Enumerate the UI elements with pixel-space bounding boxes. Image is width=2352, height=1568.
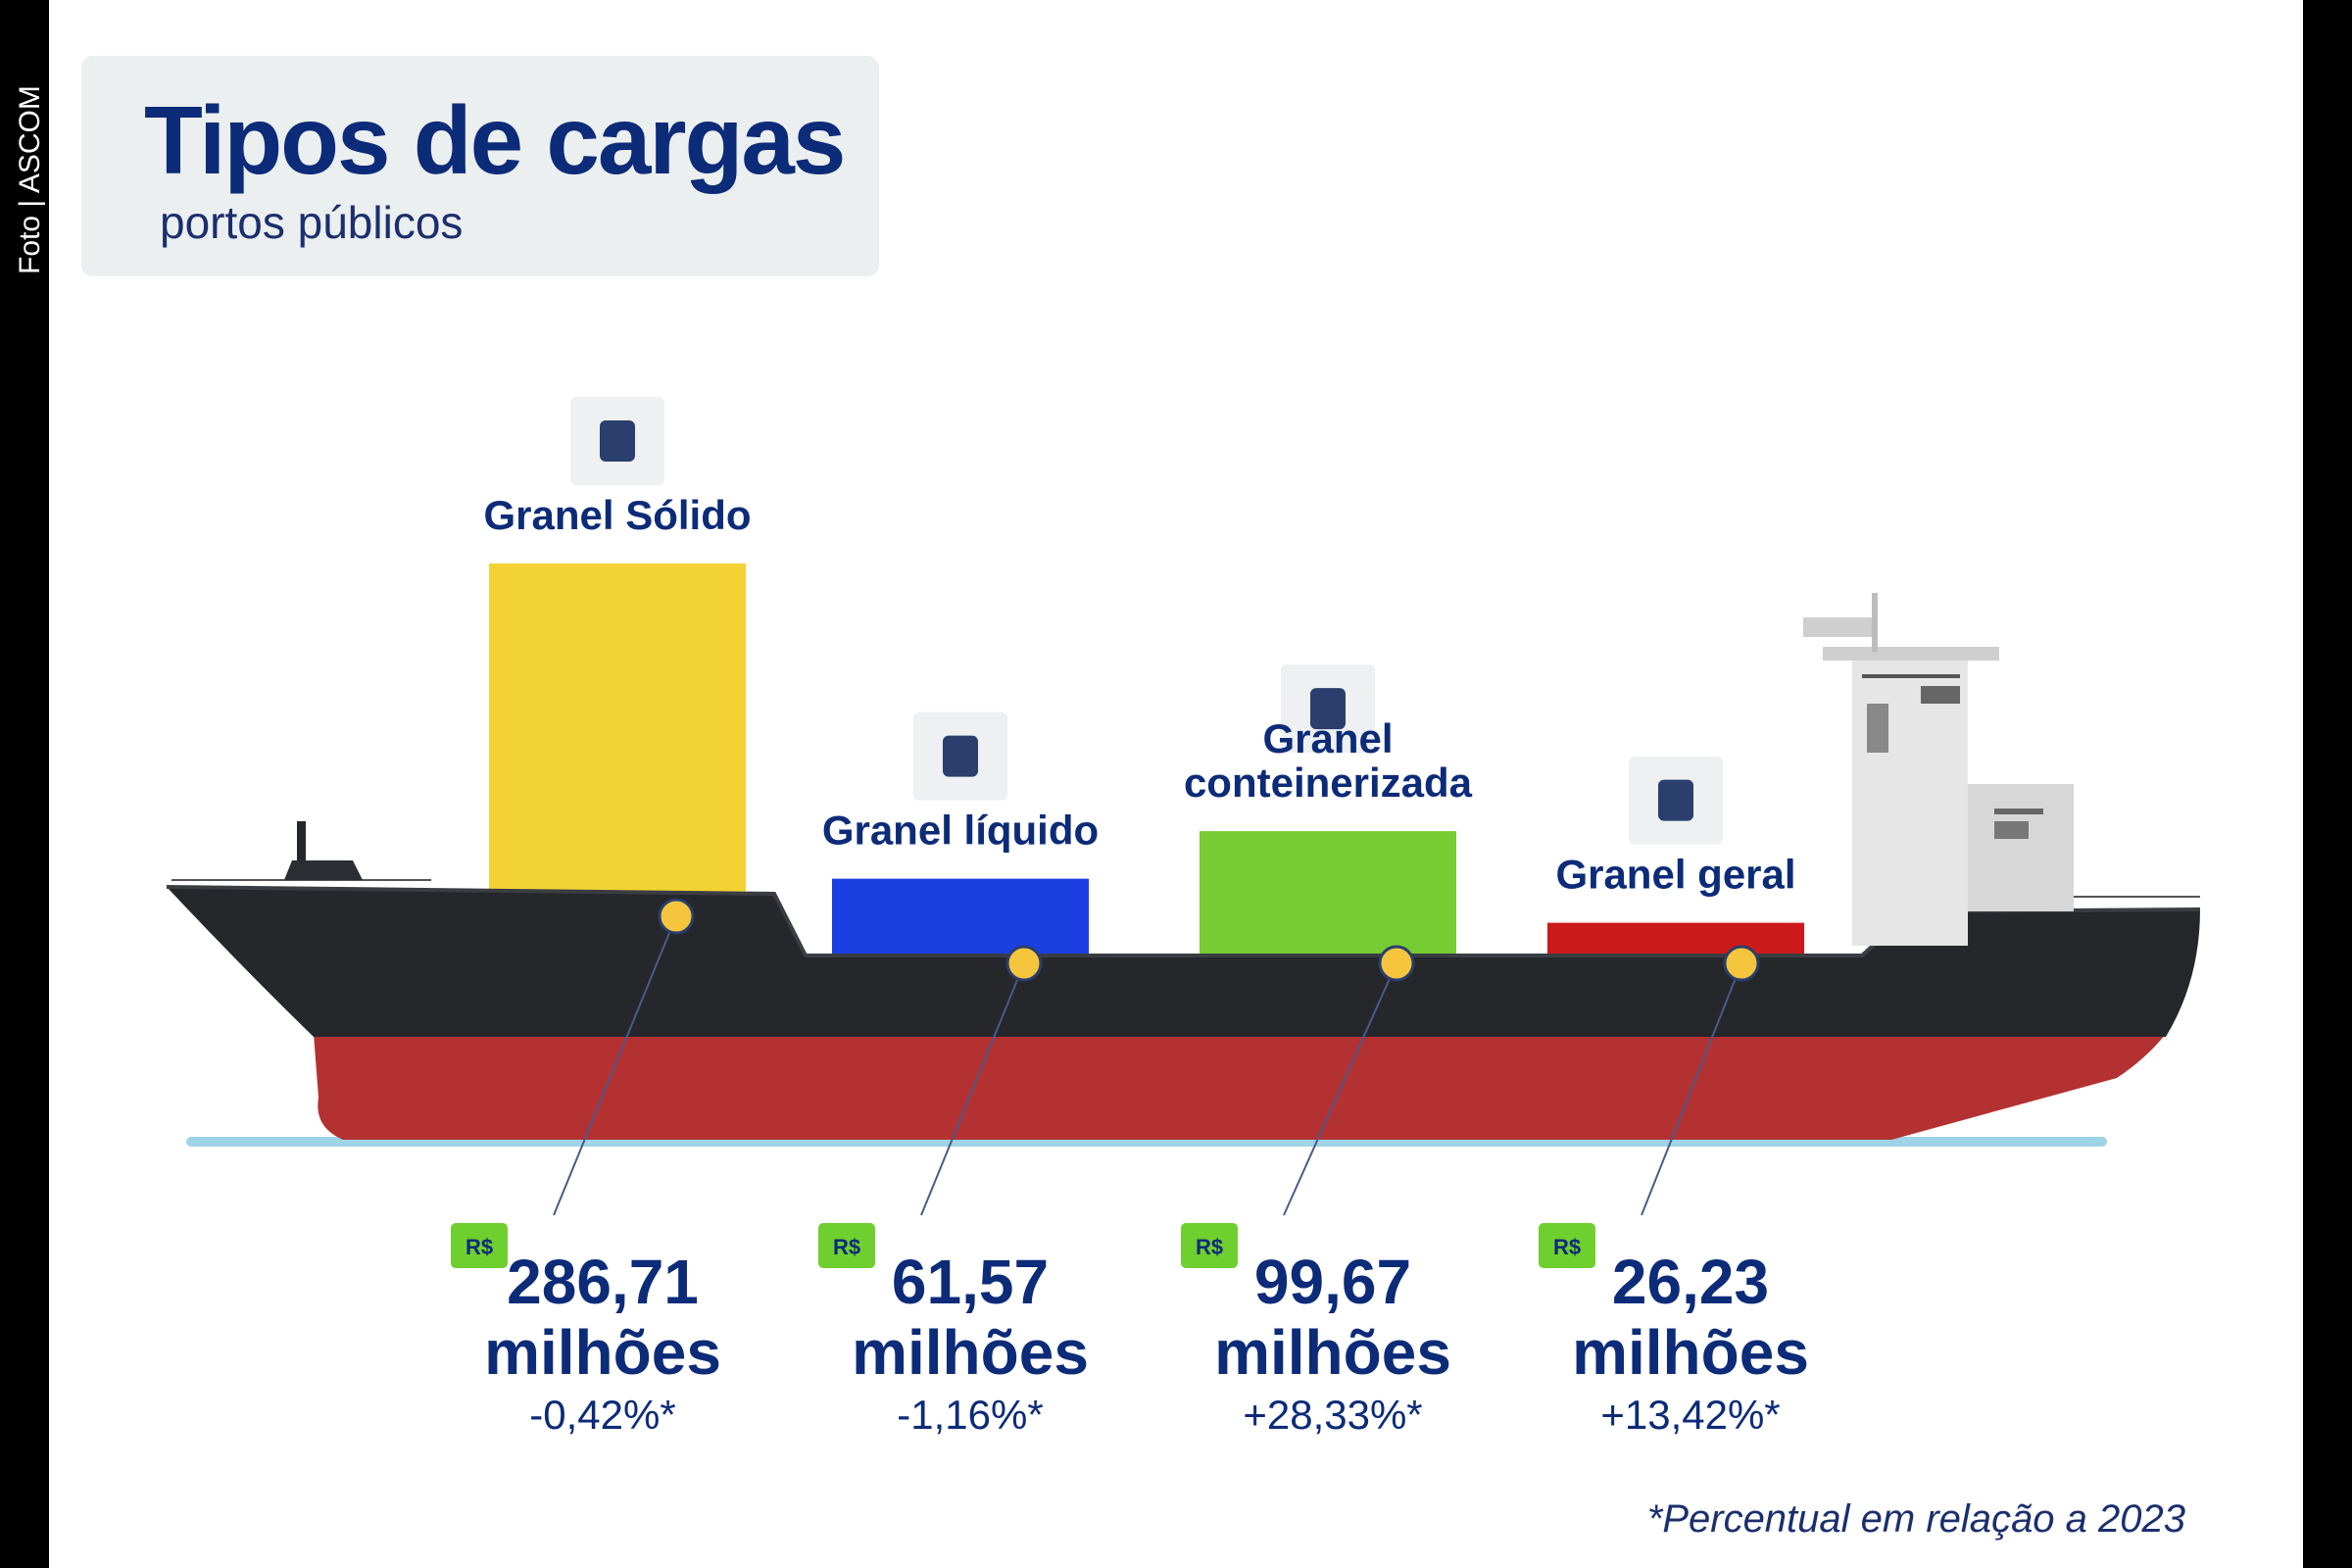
marker-dot — [1723, 945, 1760, 982]
value-label: 61,57 — [892, 1247, 1049, 1317]
value-label: 286,71 — [507, 1247, 699, 1317]
change-label: +28,33%* — [1243, 1392, 1422, 1438]
currency-badge — [1539, 1223, 1595, 1268]
page-title: Tipos de cargas — [144, 86, 846, 194]
footnote: *Percentual em relação a 2023 — [1646, 1497, 2185, 1541]
labels-group: Granel Sólido Granel líquido Granelcontein… — [483, 397, 1796, 898]
photo-credit: Foto | ASCOM — [14, 85, 46, 274]
currency-badge-text: R$ — [466, 1235, 493, 1259]
connectors-group — [553, 898, 1760, 1216]
infographic-canvas: Tipos de cargas portos públicos — [49, 0, 2303, 1568]
icon-glyph — [943, 735, 978, 777]
connector-line — [1641, 962, 1742, 1216]
category-label-line2: conteinerizada — [1184, 760, 1473, 806]
currency-badge — [818, 1223, 875, 1268]
icon-glyph — [600, 420, 635, 462]
ship-bridge — [1803, 593, 2074, 946]
cargo-ship-chart: Granel Sólido Granel líquido Granelcontein… — [166, 397, 2201, 1438]
currency-badge-text: R$ — [833, 1235, 860, 1259]
package-box-icon — [1629, 756, 1723, 845]
value-suffix: milhões — [484, 1317, 721, 1388]
currency-badge — [451, 1223, 508, 1268]
title-box: Tipos de cargas portos públicos — [81, 56, 879, 276]
change-label: -1,16%* — [897, 1392, 1043, 1438]
category-label: Granel geral — [1555, 852, 1795, 898]
connector-line — [920, 962, 1025, 1216]
change-label: +13,42%* — [1600, 1392, 1780, 1438]
grain-sack-icon — [570, 397, 664, 485]
container-crane-icon — [1281, 664, 1375, 754]
liquid-drops-icon — [913, 711, 1007, 801]
value-label: 99,67 — [1254, 1247, 1411, 1317]
marker-dot — [1005, 945, 1043, 982]
marker-dot — [658, 898, 695, 935]
change-label: -0,42%* — [529, 1392, 675, 1438]
value-suffix: milhões — [852, 1317, 1089, 1388]
category-label: Granel líquido — [822, 808, 1099, 854]
value-suffix: milhões — [1572, 1317, 1809, 1388]
value-suffix: milhões — [1214, 1317, 1451, 1388]
icon-glyph — [1658, 779, 1693, 821]
currency-badge — [1181, 1223, 1238, 1268]
connector-line — [1283, 962, 1397, 1216]
connector-line — [553, 915, 677, 1216]
category-label: Granel — [1262, 715, 1393, 761]
page-subtitle: portos públicos — [160, 197, 464, 248]
icon-glyph — [1310, 688, 1346, 730]
marker-dot — [1378, 945, 1415, 982]
currency-badge-text: R$ — [1196, 1235, 1223, 1259]
value-label: 26,23 — [1612, 1247, 1769, 1317]
category-label: Granel Sólido — [483, 492, 751, 538]
currency-badge-text: R$ — [1553, 1235, 1581, 1259]
